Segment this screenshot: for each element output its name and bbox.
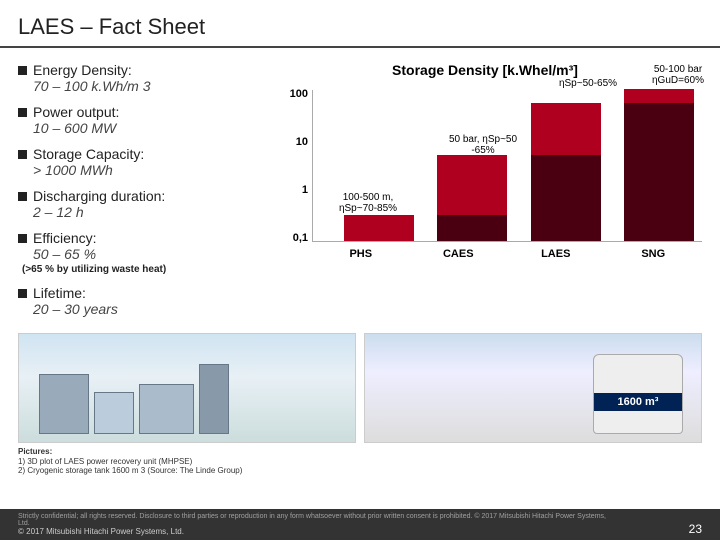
facts-list: Energy Density: 70 – 100 k.Wh/m 3 Power …: [18, 62, 258, 327]
fact-label: Storage Capacity:: [33, 146, 144, 162]
photo-laes-plant: [18, 333, 356, 443]
storage-density-chart: 100 10 1 0,1 100-500 m, ηSp~70-85% 50 ba…: [268, 80, 702, 260]
fact-label: Discharging duration:: [33, 188, 165, 204]
tank-label: 1600 m³: [594, 393, 682, 411]
ytick: 100: [268, 88, 308, 100]
xlabel: CAES: [410, 248, 508, 260]
xlabel: SNG: [605, 248, 703, 260]
fact-value: 70 – 100 k.Wh/m 3: [33, 78, 258, 94]
photo-cryo-tank: 1600 m³: [364, 333, 702, 443]
fact-energy-density: Energy Density: 70 – 100 k.Wh/m 3: [18, 62, 258, 94]
fact-value: > 1000 MWh: [33, 162, 258, 178]
xlabel: LAES: [507, 248, 605, 260]
ytick: 10: [268, 136, 308, 148]
footer-confidential: Strictly confidential; all rights reserv…: [18, 513, 618, 527]
fact-lifetime: Lifetime: 20 – 30 years: [18, 285, 258, 317]
bar-annot: ηSp~50-65%: [548, 78, 628, 89]
fact-value: 10 – 600 MW: [33, 120, 258, 136]
photo-row: 1600 m³: [0, 333, 720, 443]
footer-copyright: © 2017 Mitsubishi Hitachi Power Systems,…: [18, 527, 618, 536]
fact-discharging: Discharging duration: 2 – 12 h: [18, 188, 258, 220]
chart-title: Storage Density [k.Whel/m³]: [268, 62, 702, 78]
ytick: 0,1: [268, 232, 308, 244]
fact-label: Efficiency:: [33, 230, 97, 246]
slide-title: LAES – Fact Sheet: [18, 14, 702, 40]
bar-annot: 50 bar, ηSp~50 -65%: [438, 134, 528, 156]
content-area: Energy Density: 70 – 100 k.Wh/m 3 Power …: [0, 48, 720, 327]
fact-label: Energy Density:: [33, 62, 132, 78]
xlabel: PHS: [312, 248, 410, 260]
chart-panel: Storage Density [k.Whel/m³] 100 10 1 0,1…: [258, 62, 702, 327]
fact-value: 2 – 12 h: [33, 204, 258, 220]
fact-value: 20 – 30 years: [33, 301, 258, 317]
fact-value: 50 – 65 %: [33, 246, 258, 262]
bar-annot: 100-500 m, ηSp~70-85%: [328, 192, 408, 214]
bars-region: [312, 90, 702, 242]
caption-2: 2) Cryogenic storage tank 1600 m 3 (Sour…: [18, 466, 702, 476]
fact-storage-capacity: Storage Capacity: > 1000 MWh: [18, 146, 258, 178]
picture-captions: Pictures: 1) 3D plot of LAES power recov…: [0, 447, 720, 476]
fact-label: Lifetime:: [33, 285, 86, 301]
slide-footer: Strictly confidential; all rights reserv…: [0, 509, 720, 540]
caption-heading: Pictures:: [18, 447, 702, 457]
ytick: 1: [268, 184, 308, 196]
slide-header: LAES – Fact Sheet: [0, 0, 720, 48]
fact-efficiency: Efficiency: 50 – 65 % (>65 % by utilizin…: [18, 230, 258, 275]
x-axis-labels: PHS CAES LAES SNG: [312, 248, 702, 260]
caption-1: 1) 3D plot of LAES power recovery unit (…: [18, 457, 702, 467]
fact-label: Power output:: [33, 104, 119, 120]
fact-power-output: Power output: 10 – 600 MW: [18, 104, 258, 136]
page-number: 23: [689, 522, 702, 536]
bar-annot: 50-100 bar ηGuD=60%: [638, 64, 718, 86]
fact-subnote: (>65 % by utilizing waste heat): [22, 264, 258, 275]
tank-graphic: 1600 m³: [593, 354, 683, 434]
